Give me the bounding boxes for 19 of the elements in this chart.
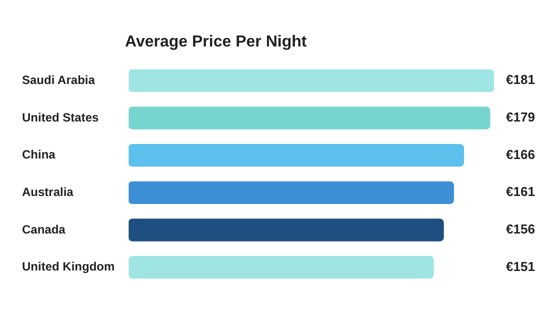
data-label: €156 — [506, 222, 535, 237]
data-label: €181 — [506, 72, 535, 88]
bar — [128, 181, 454, 204]
y-tick-label: Australia — [22, 184, 74, 199]
y-tick-label: United States — [22, 110, 100, 124]
y-tick-label: Canada — [22, 222, 66, 236]
chart-title: Average Price Per Night — [125, 33, 308, 50]
y-tick-label: Saudi Arabia — [22, 72, 96, 87]
data-label: €179 — [506, 110, 535, 125]
data-label: €166 — [506, 146, 535, 162]
bar — [128, 256, 434, 279]
bar — [128, 69, 494, 92]
data-label: €151 — [506, 258, 535, 274]
y-tick-label: United Kingdom — [22, 260, 115, 274]
bar — [128, 144, 464, 167]
y-tick-label: China — [22, 148, 56, 162]
bar — [128, 106, 490, 130]
bar — [128, 218, 444, 242]
data-label: €161 — [506, 184, 535, 200]
